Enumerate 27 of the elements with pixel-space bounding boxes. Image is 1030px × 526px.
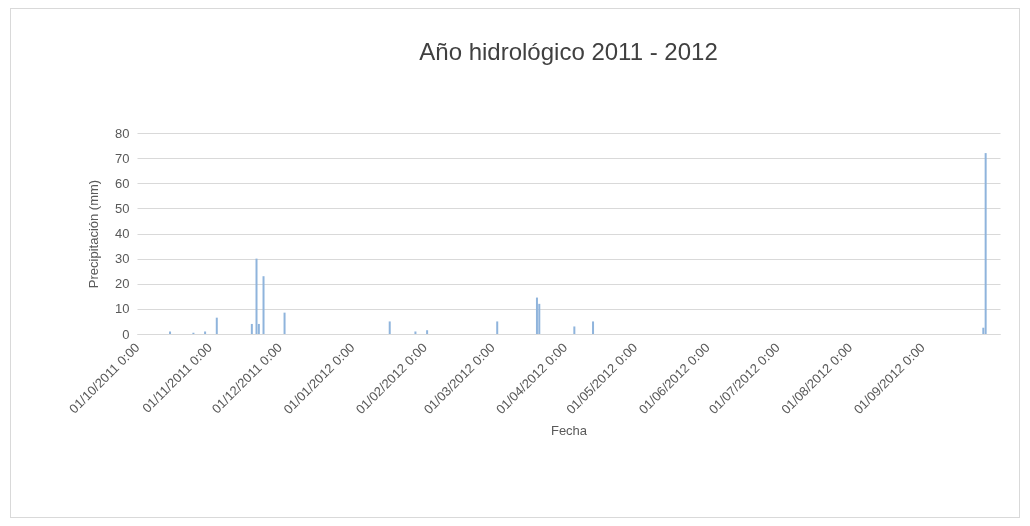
y-tick-label: 20 [115, 276, 130, 292]
bar [496, 321, 499, 334]
bar [592, 321, 595, 334]
y-tick-label: 80 [115, 125, 130, 141]
bar [414, 331, 417, 334]
bar [573, 326, 576, 334]
bar [283, 312, 286, 334]
y-tick-label: 60 [115, 175, 130, 191]
y-tick-label: 40 [115, 226, 130, 241]
y-tick-label: 0 [122, 326, 130, 342]
bar [204, 331, 207, 334]
bar [250, 323, 253, 334]
y-tick-label: 70 [115, 150, 130, 166]
bar [984, 153, 987, 334]
y-axis-title: Precipitación (mm) [86, 179, 102, 289]
x-axis-title: Fecha [550, 422, 588, 438]
y-tick-label: 30 [115, 251, 130, 267]
bar [215, 317, 218, 334]
bar [535, 297, 538, 334]
bar [262, 276, 265, 334]
bar [426, 330, 429, 334]
bar [255, 258, 258, 334]
chart-title: Año hidrológico 2011 - 2012 [419, 38, 718, 65]
bar [388, 321, 391, 334]
y-tick-label: 50 [115, 200, 130, 216]
y-tick-label: 10 [115, 301, 130, 317]
bar [169, 331, 172, 334]
